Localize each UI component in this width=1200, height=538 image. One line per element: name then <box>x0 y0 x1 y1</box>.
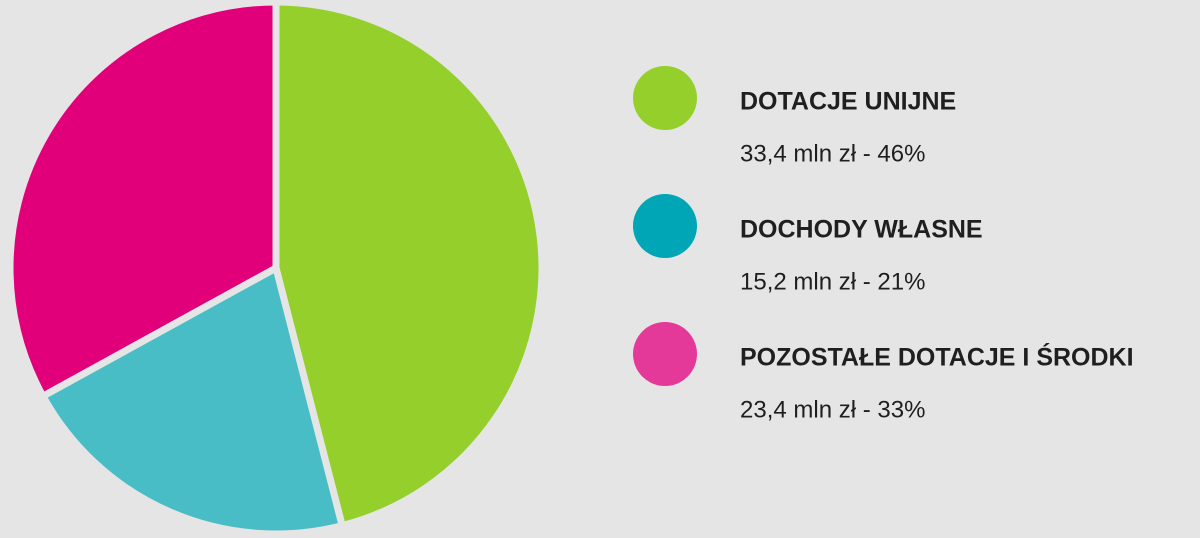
legend-label: DOTACJE UNIJNE <box>740 88 956 116</box>
pie-slice <box>272 0 546 530</box>
legend-label: POZOSTAŁE DOTACJE I ŚRODKI <box>740 342 1134 372</box>
legend-value: 15,2 mln zł - 21% <box>740 268 925 295</box>
pie-slice <box>38 262 347 538</box>
legend-label: DOCHODY WŁASNE <box>740 216 983 244</box>
legend-marker <box>633 66 697 130</box>
legend-value: 33,4 mln zł - 46% <box>740 140 925 167</box>
legend-marker <box>633 194 697 258</box>
pie-slice <box>6 0 280 401</box>
legend-marker <box>633 322 697 386</box>
legend-value: 23,4 mln zł - 33% <box>740 396 925 423</box>
